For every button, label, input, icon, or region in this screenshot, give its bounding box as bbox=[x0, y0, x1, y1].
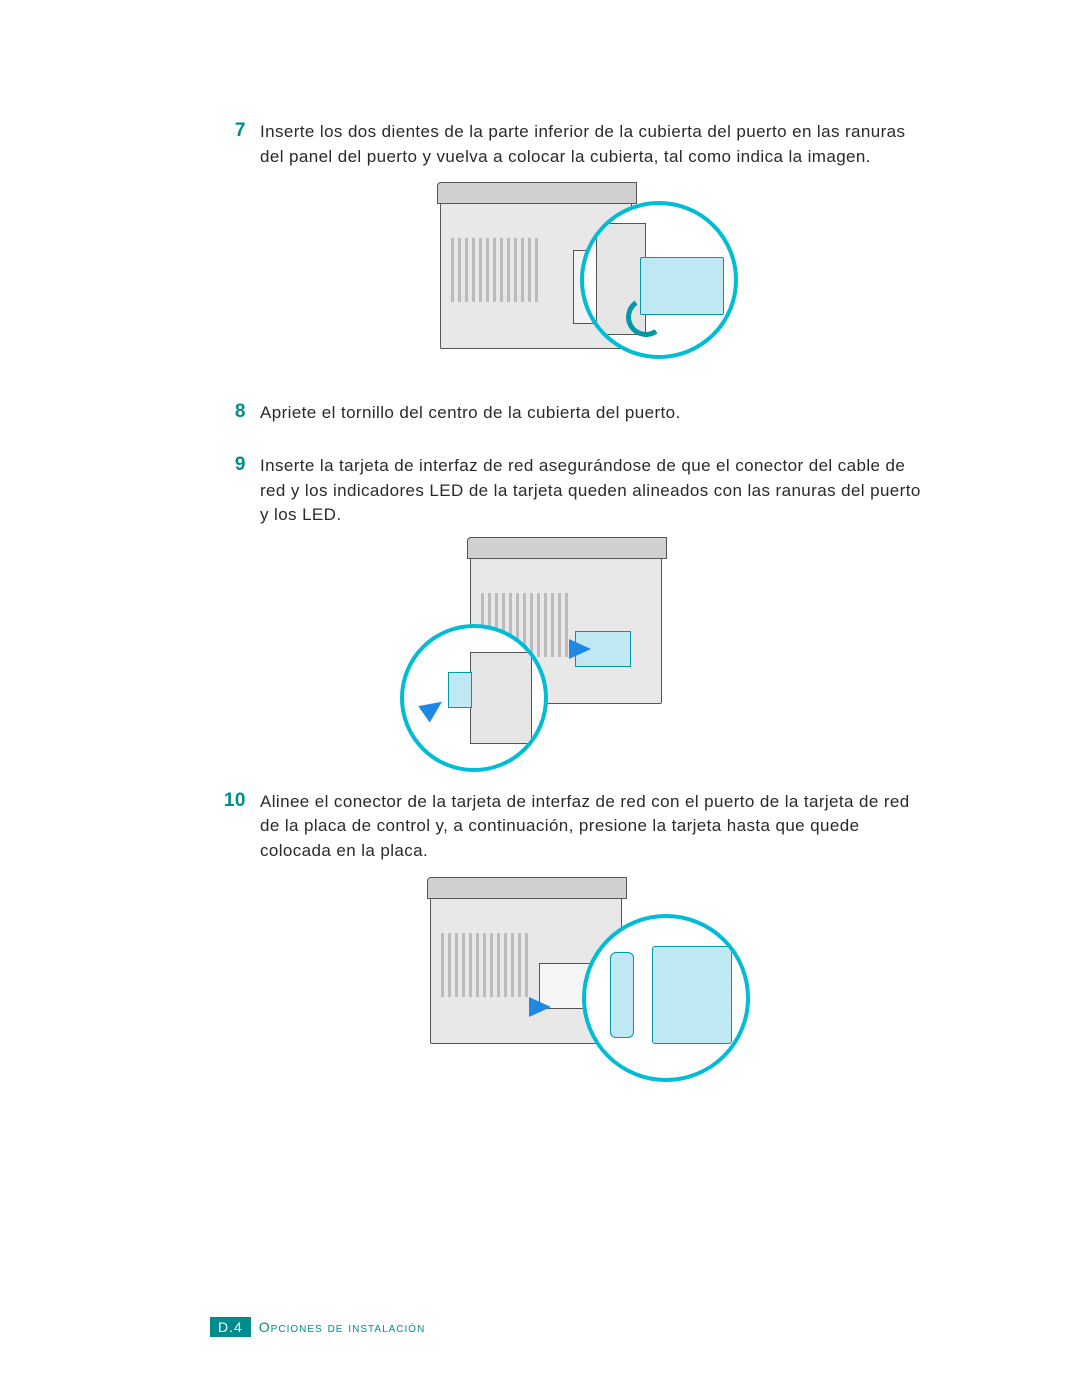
step-10: 10 Alinee el conector de la tarjeta de i… bbox=[210, 790, 930, 864]
step-text: Inserte los dos dientes de la parte infe… bbox=[260, 120, 930, 169]
step-number: 8 bbox=[210, 401, 260, 423]
insert-arrow-icon bbox=[529, 997, 551, 1017]
figure-step-7 bbox=[210, 183, 930, 373]
step-text: Inserte la tarjeta de interfaz de red as… bbox=[260, 454, 930, 528]
insert-arrow-icon bbox=[418, 693, 447, 722]
callout-circle bbox=[582, 914, 750, 1082]
callout-circle bbox=[400, 624, 548, 772]
figure-step-9 bbox=[210, 542, 930, 762]
page-content: 7 Inserte los dos dientes de la parte in… bbox=[0, 0, 1080, 1176]
step-7: 7 Inserte los dos dientes de la parte in… bbox=[210, 120, 930, 169]
step-text: Apriete el tornillo del centro de la cub… bbox=[260, 401, 681, 426]
step-text: Alinee el conector de la tarjeta de inte… bbox=[260, 790, 930, 864]
step-number: 10 bbox=[210, 790, 260, 812]
step-8: 8 Apriete el tornillo del centro de la c… bbox=[210, 401, 930, 426]
section-title: Opciones de instalación bbox=[259, 1319, 426, 1335]
figure-step-10 bbox=[210, 878, 930, 1088]
callout-circle bbox=[580, 201, 738, 359]
page-badge: D.4 bbox=[210, 1317, 251, 1337]
page-footer: D.4 Opciones de instalación bbox=[210, 1317, 425, 1337]
step-number: 9 bbox=[210, 454, 260, 476]
step-9: 9 Inserte la tarjeta de interfaz de red … bbox=[210, 454, 930, 528]
insert-arrow-icon bbox=[569, 639, 591, 659]
step-number: 7 bbox=[210, 120, 260, 142]
